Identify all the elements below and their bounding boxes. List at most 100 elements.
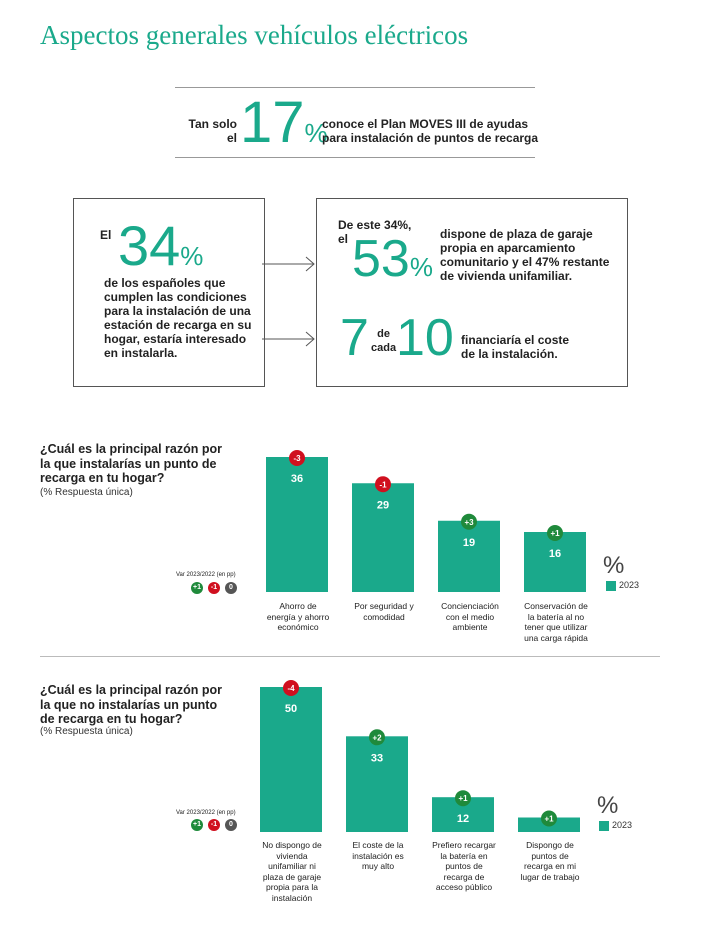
box-right-text-line: dispone de plaza de garaje <box>440 227 593 241</box>
chart1-variation-label: +1 <box>550 529 560 538</box>
chart2-value-label: 5 <box>546 834 552 836</box>
arrows <box>262 256 315 347</box>
moves-stat: 17% <box>240 94 328 152</box>
box-left-text-line: de los españoles que <box>104 276 226 290</box>
chart2-category-line: la batería en <box>440 850 488 861</box>
chart1-variation-badge <box>289 450 305 466</box>
chart1-bar <box>438 520 500 592</box>
moves-prefix-line1: Tan solo <box>188 117 237 131</box>
chart2-category-line: puntos de <box>445 861 483 871</box>
chart1-title: ¿Cuál es la principal razón por la que i… <box>40 442 222 486</box>
chart1-category-label: Ahorro de energía y ahorro económico <box>262 601 334 633</box>
chart1-bar <box>524 532 586 592</box>
chart1-variation-label: +3 <box>464 518 474 527</box>
chart1-variation-badge <box>547 525 563 541</box>
box-left-prefix: El <box>100 228 112 242</box>
chart1-bar <box>266 457 328 592</box>
chart1-title-line: recarga en tu hogar? <box>40 471 165 485</box>
chart2-category-line: recarga de <box>443 871 485 882</box>
chart2-category-label: Prefiero recargar la batería en puntos d… <box>428 840 500 893</box>
chart1-title-line: ¿Cuál es la principal razón por <box>40 442 222 456</box>
chart1-subtitle: (% Respuesta única) <box>40 487 133 498</box>
box-right-of-line1: de <box>377 328 390 340</box>
chart1-var-legend-neutral: 0 <box>225 582 237 594</box>
chart2-value-label: 33 <box>371 752 383 764</box>
divider-top-2 <box>175 157 535 158</box>
chart1-variation-badge <box>461 513 477 530</box>
chart2-category-label: No dispongo de vivienda unifamiliar ni p… <box>256 840 328 903</box>
box-left-number: 34 <box>118 214 181 277</box>
box-right-text2-line: de la instalación. <box>461 347 558 361</box>
box-left-pct-sign: % <box>180 241 204 271</box>
chart2-title-line: la que no instalarías un punto <box>40 697 218 712</box>
chart1-variation-label: -1 <box>379 480 387 489</box>
moves-prefix: Tan solo el <box>185 117 237 145</box>
chart2-value-label: 50 <box>285 703 297 715</box>
chart2-variation-label: -4 <box>287 684 295 693</box>
box-right-text: dispone de plaza de garaje propia en apa… <box>440 227 620 283</box>
stat-box-right <box>316 198 628 387</box>
chart2-category-line: vivienda <box>276 850 308 861</box>
chart2-legend-label: 2023 <box>612 820 633 830</box>
box-left-text-line: cumplen las condiciones <box>104 290 247 304</box>
chart2-category-line: muy alto <box>361 861 395 871</box>
chart1-variation-badge <box>375 476 391 493</box>
chart2-variation-label: +2 <box>372 733 382 742</box>
chart2-bar <box>260 687 322 832</box>
chart2-legend-swatch <box>599 821 609 831</box>
moves-number: 17 <box>240 90 305 155</box>
chart1-category-line: una carga rápida <box>524 632 588 643</box>
chart2-title-line: ¿Cuál es la principal razón por <box>40 683 222 697</box>
chart2-title-line: de recarga en tu hogar? <box>40 712 183 726</box>
box-left-text-line: estación de recarga en su <box>104 318 252 332</box>
chart2-variation-badge <box>369 729 385 746</box>
chart2-category-line: acceso público <box>435 882 493 892</box>
chart2-category-line: recarga en mi <box>524 861 576 871</box>
chart1-category-line: energía y ahorro <box>266 611 330 622</box>
chart2-category-line: El coste de la <box>352 840 404 850</box>
page-title: Aspectos generales vehículos eléctricos <box>40 20 469 50</box>
box-right-of: de cada <box>371 327 396 355</box>
moves-text: conoce el Plan MOVES III de ayudas para … <box>322 117 538 145</box>
chart2-variation-label: +1 <box>544 815 554 824</box>
chart2-category-line: instalación <box>271 892 313 903</box>
chart2-category-line: unifamiliar ni <box>268 861 316 871</box>
moves-text-line2: para instalación de puntos de recarga <box>322 131 539 145</box>
chart2-variation-badge <box>541 810 557 827</box>
moves-text-line1: conoce el Plan MOVES III de ayudas <box>322 117 529 131</box>
chart1-plot: 36 -3 29 -1 19 +3 16 +1 <box>266 450 586 592</box>
chart1-unit: % <box>603 552 625 579</box>
chart1-category-line: ambiente <box>452 622 488 632</box>
box-right-text-line: comunitario y el 47% restante <box>440 255 610 269</box>
chart1-category-line: la batería al no <box>527 611 585 622</box>
chart2-value-label: 12 <box>457 813 469 825</box>
box-right-of-line2: cada <box>371 342 397 354</box>
chart2-subtitle: (% Respuesta única) <box>40 726 133 737</box>
chart2-category-line: Prefiero recargar <box>432 840 496 850</box>
chart1-value-label: 36 <box>291 473 303 485</box>
arrow-head-icon <box>305 256 315 272</box>
chart2-var-legend-title: Var 2023/2022 (en pp) <box>176 810 236 816</box>
box-left-text-line: en instalarla. <box>104 346 178 360</box>
chart2-category-line: propia para la <box>266 882 318 892</box>
box-right-num-b: 10 <box>396 309 454 367</box>
box-left-stat: 34% <box>118 218 203 274</box>
chart1-category-label: Por seguridad y comodidad <box>348 601 420 622</box>
chart2-bar <box>346 736 408 832</box>
chart1-variation-label: -3 <box>293 454 301 463</box>
chart2-variation-label: +1 <box>458 794 468 803</box>
chart2-category-line: instalación es <box>352 850 404 861</box>
chart2-variation-badge <box>455 790 471 807</box>
moves-prefix-line2: el <box>226 131 237 145</box>
chart2-var-legend-positive: +1 <box>191 819 203 831</box>
chart1-category-label: Conservación de la batería al no tener q… <box>520 601 592 643</box>
chart1-bar <box>352 483 414 592</box>
chart1-category-line: comodidad <box>363 611 405 622</box>
box-right-intro-line1: De este 34%, <box>338 218 412 232</box>
chart1-var-legend-positive: +1 <box>191 582 203 594</box>
chart2-title: ¿Cuál es la principal razón por la que n… <box>40 683 222 727</box>
box-right-stat: 53% <box>352 233 433 285</box>
box-right-text-line: propia en aparcamiento <box>440 241 576 255</box>
chart2-var-legend-negative: -1 <box>208 819 220 831</box>
box-right-num-a: 7 <box>340 309 369 367</box>
